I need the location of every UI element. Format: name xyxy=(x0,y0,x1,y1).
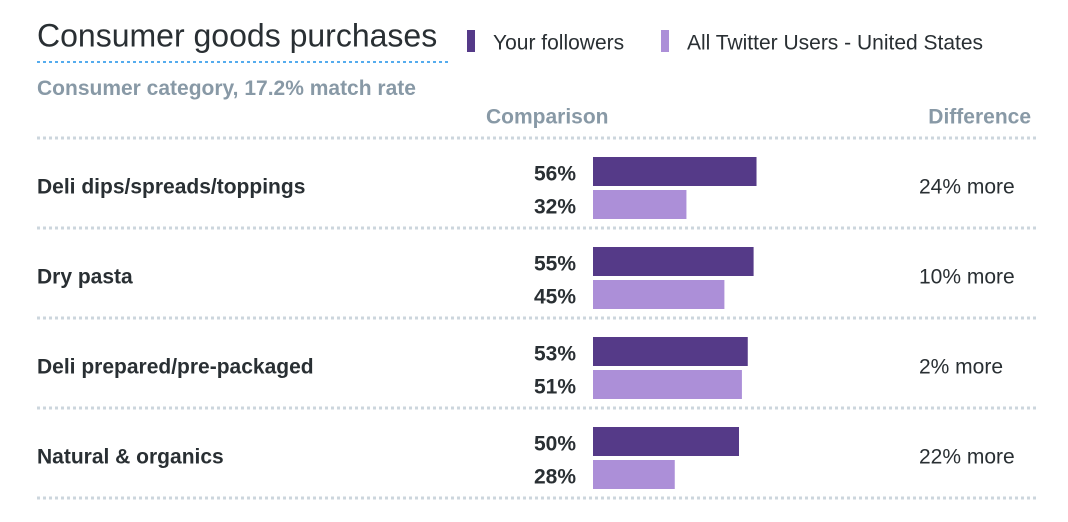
category-label: Deli dips/spreads/toppings xyxy=(37,176,305,199)
value-label: 32% xyxy=(534,196,576,219)
difference-label: 24% more xyxy=(919,176,1015,199)
bar xyxy=(593,370,742,399)
legend-swatch xyxy=(467,30,475,52)
value-label: 50% xyxy=(534,433,576,456)
difference-label: 22% more xyxy=(919,446,1015,469)
value-label: 45% xyxy=(534,286,576,309)
legend-label: Your followers xyxy=(493,32,624,55)
chart-title: Consumer goods purchases xyxy=(37,17,437,53)
category-label: Dry pasta xyxy=(37,266,133,289)
difference-label: 10% more xyxy=(919,266,1015,289)
difference-label: 2% more xyxy=(919,356,1003,379)
category-label: Deli prepared/pre-packaged xyxy=(37,356,314,379)
bar xyxy=(593,247,754,276)
value-label: 56% xyxy=(534,163,576,186)
bar xyxy=(593,157,757,186)
value-label: 53% xyxy=(534,343,576,366)
comparison-header: Comparison xyxy=(486,106,609,129)
bar xyxy=(593,280,725,309)
bar xyxy=(593,460,675,489)
legend-swatch xyxy=(661,30,669,52)
bar xyxy=(593,337,748,366)
subtitle: Consumer category, 17.2% match rate xyxy=(37,77,416,100)
bar xyxy=(593,427,739,456)
value-label: 51% xyxy=(534,376,576,399)
value-label: 28% xyxy=(534,466,576,489)
legend-label: All Twitter Users - United States xyxy=(687,32,983,55)
difference-header: Difference xyxy=(928,106,1031,129)
value-label: 55% xyxy=(534,253,576,276)
bar xyxy=(593,190,687,219)
category-label: Natural & organics xyxy=(37,446,224,469)
